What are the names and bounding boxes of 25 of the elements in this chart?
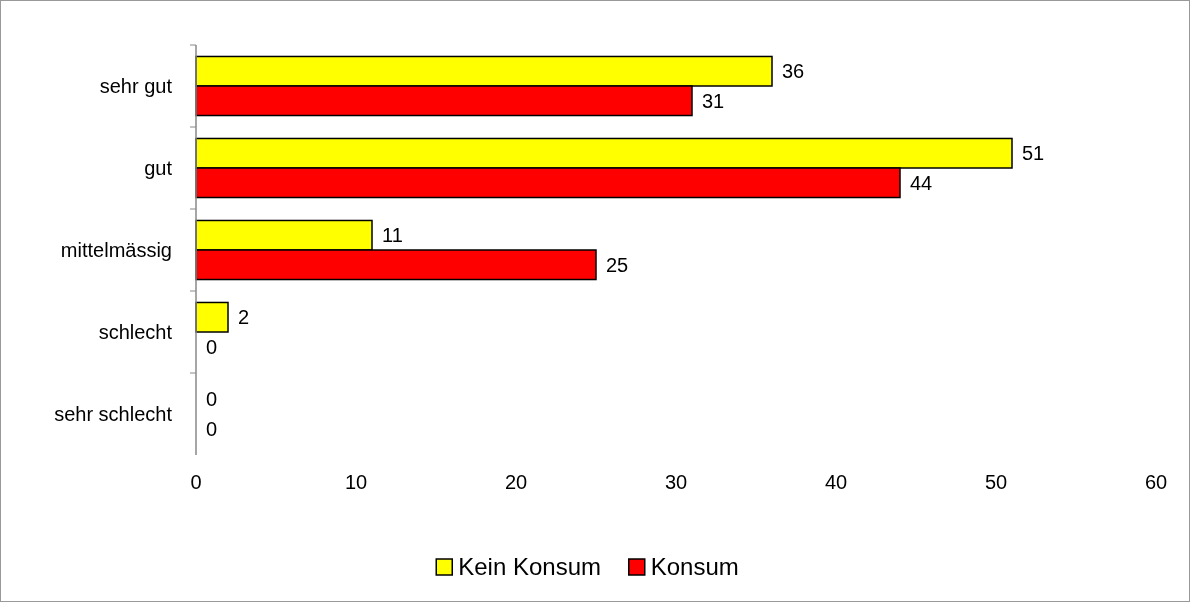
data-label: 31: [702, 89, 725, 112]
data-label: 25: [606, 253, 629, 276]
legend-label: Kein Konsum: [458, 553, 601, 581]
data-label: 51: [1022, 142, 1045, 165]
x-tick-label: 40: [824, 471, 848, 493]
x-tick-label: 60: [1144, 471, 1168, 493]
x-tick-label: 0: [190, 471, 202, 493]
data-label: 36: [782, 60, 805, 83]
y-tick-label: schlecht: [98, 321, 173, 343]
data-label: 11: [382, 224, 403, 247]
y-tick-label: gut: [144, 157, 173, 179]
x-tick-label: 50: [984, 471, 1008, 493]
data-label: 2: [238, 306, 250, 329]
y-tick-label: sehr gut: [99, 75, 173, 97]
data-label: 0: [206, 335, 218, 358]
data-label: 0: [206, 388, 218, 411]
x-tick-label: 20: [504, 471, 528, 493]
y-tick-label: sehr schlecht: [54, 403, 173, 425]
x-tick-label: 10: [344, 471, 368, 493]
x-tick-label: 30: [664, 471, 688, 493]
data-label: 0: [206, 417, 218, 440]
data-label: 44: [910, 171, 933, 194]
legend-label: Konsum: [650, 553, 739, 581]
bar: [195, 301, 229, 333]
y-tick-label: mittelmässig: [60, 239, 172, 261]
